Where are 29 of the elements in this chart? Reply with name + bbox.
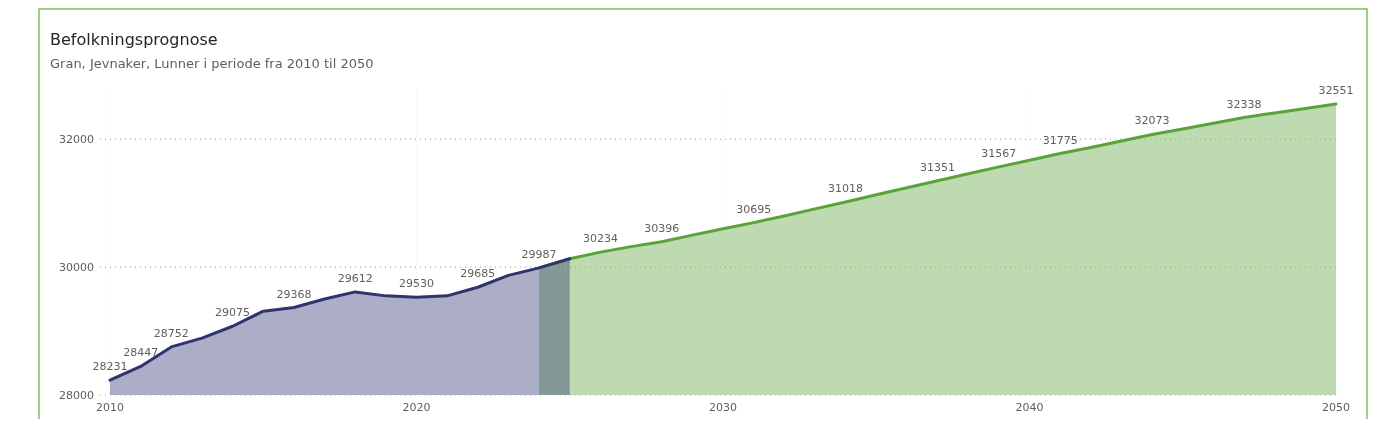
data-label: 28447 bbox=[123, 346, 159, 360]
data-label: 32551 bbox=[1318, 83, 1354, 97]
data-label: 29075 bbox=[215, 306, 251, 320]
data-label: 31775 bbox=[1042, 133, 1078, 147]
y-tick-label: 30000 bbox=[59, 260, 94, 274]
chart-subtitle: Gran, Jevnaker, Lunner i periode fra 2010 til 2050 bbox=[50, 56, 374, 71]
data-label: 30234 bbox=[582, 232, 618, 246]
data-label: 32073 bbox=[1134, 114, 1170, 128]
x-tick-label: 2040 bbox=[1015, 401, 1044, 414]
data-label: 31567 bbox=[981, 146, 1017, 160]
data-label: 29612 bbox=[337, 271, 373, 285]
x-tick-label: 2020 bbox=[402, 401, 431, 414]
y-tick-label: 28000 bbox=[59, 388, 94, 402]
data-label: 28231 bbox=[92, 360, 128, 374]
data-label: 30695 bbox=[736, 202, 772, 216]
chart-title: Befolkningsprognose bbox=[50, 30, 218, 49]
data-label: 31351 bbox=[920, 160, 956, 174]
data-label: 29685 bbox=[460, 267, 496, 281]
data-label: 28752 bbox=[153, 326, 189, 340]
x-tick-label: 2030 bbox=[709, 401, 737, 414]
data-label: 30396 bbox=[644, 221, 680, 235]
data-label: 29530 bbox=[399, 277, 434, 291]
y-tick-label: 32000 bbox=[59, 133, 94, 147]
x-tick-label: 2010 bbox=[96, 401, 124, 414]
data-label: 32338 bbox=[1226, 97, 1262, 111]
x-tick-label: 2050 bbox=[1322, 401, 1350, 414]
data-label: 29368 bbox=[276, 287, 312, 301]
data-label: 29987 bbox=[521, 247, 557, 261]
data-label: 31018 bbox=[828, 181, 864, 195]
